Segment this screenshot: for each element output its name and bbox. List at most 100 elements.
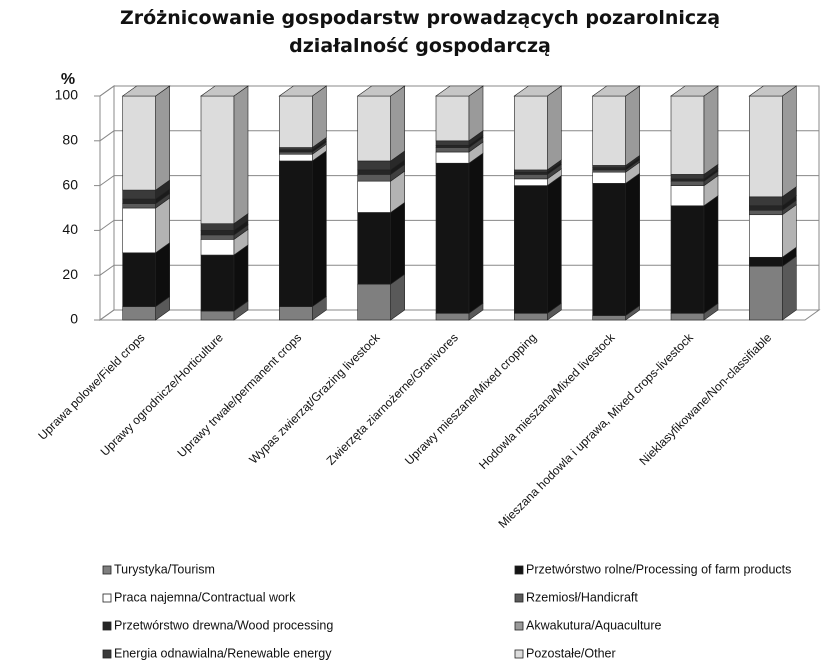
bar-segment (122, 207, 156, 254)
bar-top (513, 85, 563, 97)
bar-segment (670, 312, 705, 321)
bar-segment (357, 174, 391, 182)
bar-top (435, 85, 484, 97)
y-tick-label: 40 (62, 221, 78, 237)
legend-swatch (102, 565, 112, 575)
bar-side (782, 85, 797, 198)
bar-segment (514, 169, 548, 173)
legend-label: Praca najemna/Contractual work (114, 590, 296, 604)
legend-label: Rzemiosł/Handicraft (526, 590, 638, 604)
bar-segment (435, 151, 470, 164)
side-wall (99, 85, 115, 321)
bar-segment (670, 178, 705, 182)
bar-side (782, 255, 797, 321)
bar-segment (200, 239, 235, 256)
bar-side (547, 85, 562, 171)
x-tick-label: Uprawy mieszane/Mixed cropping (402, 330, 539, 467)
bar-segment (670, 180, 705, 186)
x-tick-label: Hodowla mieszana/Mixed livestock (476, 330, 618, 472)
legend-label: Pozostałe/Other (526, 646, 616, 660)
bar-segment (670, 185, 705, 207)
legend-label: Przetwórstwo drewna/Wood processing (114, 618, 333, 632)
bar-segment (435, 144, 470, 148)
bar-segment (357, 169, 391, 175)
x-tick-label: Wypas zwierząt/Grazing livestock (246, 330, 383, 467)
bar-side (233, 244, 249, 312)
bar-segment (122, 198, 156, 204)
bar-side (468, 152, 484, 314)
bar-segment (200, 95, 235, 224)
bar-side (390, 85, 405, 162)
bar-segment (749, 196, 783, 207)
bar-segment (514, 185, 548, 314)
bar-segment (200, 230, 235, 236)
x-tick-label: Nieklasyfikowane/Non-classifiable (636, 330, 774, 468)
bar-side (155, 85, 170, 191)
bar-segment (749, 205, 783, 211)
bar-segment (592, 165, 626, 168)
bar-side (312, 85, 327, 149)
legend-label: Akwakutura/Aquaculture (526, 618, 662, 632)
bar-segment (357, 160, 391, 171)
bar-segment (592, 167, 626, 171)
bar-segment (279, 95, 313, 148)
bar-segment (435, 95, 470, 142)
bar-side (312, 150, 327, 308)
bar-segment (279, 151, 313, 155)
bar-top (356, 85, 406, 97)
legend-swatch (102, 649, 112, 659)
bar-segment (592, 315, 626, 321)
legend-swatch (514, 621, 524, 631)
legend-swatch (514, 649, 524, 659)
bar-segment (435, 147, 470, 153)
bar-segment (514, 178, 548, 186)
bar-segment (357, 212, 391, 285)
y-tick-label: 100 (55, 87, 79, 103)
bar-segment (200, 234, 235, 240)
bar-segment (122, 203, 156, 209)
grid-line (99, 175, 819, 187)
bar-segment (279, 306, 313, 321)
legend-swatch (514, 593, 524, 603)
bar-segment (435, 162, 470, 314)
bar-segment (670, 205, 705, 314)
bar-segment (749, 265, 783, 321)
legend-swatch (102, 621, 112, 631)
bar-side (547, 175, 562, 314)
legend-label: Turystyka/Tourism (114, 562, 215, 576)
bar-side (703, 195, 719, 314)
y-tick-label: 20 (62, 266, 78, 282)
bar-top (121, 85, 171, 97)
bar-segment (514, 312, 548, 321)
grid-line (99, 219, 819, 231)
legend-swatch (102, 593, 112, 603)
bar-top (278, 85, 328, 97)
bar-segment (200, 254, 235, 312)
y-tick-label: 80 (62, 132, 78, 148)
bar-segment (279, 160, 313, 307)
chart-title: Zróżnicowanie gospodarstw prowadzących p… (119, 7, 721, 57)
y-tick-label: 60 (62, 176, 78, 192)
bar-side (233, 85, 249, 225)
bar-segment (279, 147, 313, 151)
bar-segment (514, 171, 548, 175)
bar-segment (670, 95, 705, 175)
bar-segment (357, 180, 391, 213)
bar-segment (200, 310, 235, 321)
legend-label: Energia odnawialna/Renewable energy (114, 646, 332, 660)
bar-segment (357, 283, 391, 321)
legend-label: Przetwórstwo rolne/Processing of farm pr… (526, 562, 791, 576)
bar-top (591, 85, 641, 97)
legend-swatch (514, 565, 524, 575)
bar-segment (122, 306, 156, 321)
bar-segment (122, 95, 156, 191)
bar-segment (670, 174, 705, 180)
bar-segment (592, 183, 626, 316)
bar-segment (592, 169, 626, 173)
bar-side (703, 85, 719, 175)
y-axis-label: % (61, 71, 75, 88)
bar-segment (514, 174, 548, 180)
bar-segment (592, 95, 626, 166)
grid-line (99, 309, 819, 321)
